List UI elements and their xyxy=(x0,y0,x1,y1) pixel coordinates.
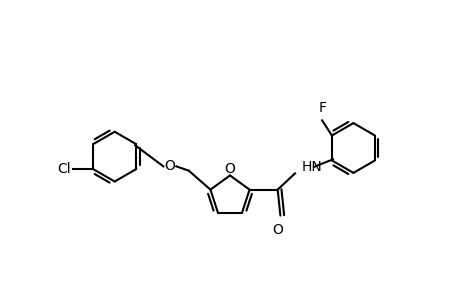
Text: Cl: Cl xyxy=(56,162,70,176)
Text: O: O xyxy=(224,163,235,176)
Text: HN: HN xyxy=(302,160,322,174)
Text: F: F xyxy=(318,101,325,115)
Text: O: O xyxy=(272,223,282,237)
Text: O: O xyxy=(164,159,175,173)
